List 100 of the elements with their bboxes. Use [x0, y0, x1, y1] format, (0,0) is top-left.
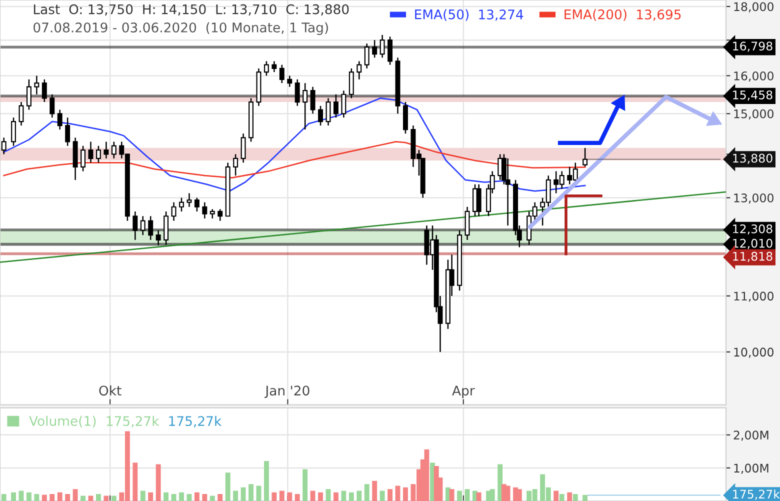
- candlestick: [156, 230, 161, 246]
- y-tick-label: 11,000: [734, 292, 774, 302]
- candlestick: [88, 141, 94, 164]
- candlestick: [65, 116, 70, 146]
- bar: [356, 490, 362, 501]
- bar: [88, 496, 94, 501]
- bar: [348, 492, 354, 501]
- bar: [490, 489, 495, 501]
- bar: [333, 492, 338, 501]
- candlestick: [402, 101, 408, 134]
- ref-line-label: 16,798: [733, 42, 772, 52]
- candlestick: [18, 101, 24, 126]
- annotation: 175,27k: [106, 416, 160, 428]
- bar: [11, 492, 16, 501]
- candlestick: [132, 210, 138, 241]
- candlestick: [476, 184, 482, 217]
- ref-line-label: 15,458: [733, 90, 772, 101]
- x-tick-label: Apr: [452, 386, 475, 398]
- candlestick: [341, 90, 346, 118]
- bar: [498, 464, 503, 501]
- bar: [559, 494, 564, 501]
- candlestick: [302, 82, 308, 130]
- candlestick: [287, 75, 292, 88]
- annotation: 175,27k: [733, 489, 780, 500]
- bar: [50, 494, 55, 501]
- y-tick-label: 15,000: [734, 109, 774, 120]
- candlestick: [104, 141, 109, 160]
- bar: [272, 492, 277, 501]
- bar: [164, 492, 169, 501]
- bar: [210, 496, 215, 501]
- bar: [140, 490, 146, 501]
- bar: [248, 484, 254, 501]
- y-tick-label: 16,000: [734, 71, 774, 82]
- ref-line-label: 11,818: [733, 252, 772, 262]
- bar: [225, 472, 230, 501]
- bar: [457, 490, 462, 501]
- candlestick: [57, 109, 62, 130]
- candlestick: [34, 75, 40, 96]
- candlestick: [233, 154, 238, 176]
- candlestick: [50, 94, 55, 118]
- bar: [364, 484, 370, 501]
- candlestick: [179, 197, 184, 212]
- legend-label: Volume(1): [29, 416, 96, 428]
- candlestick: [294, 78, 300, 106]
- bar: [148, 492, 154, 501]
- bar: [104, 496, 109, 501]
- bar: [287, 492, 292, 501]
- candlestick: [318, 105, 324, 126]
- bar: [57, 492, 62, 501]
- bar: [476, 492, 482, 501]
- candlestick: [582, 147, 588, 168]
- x-tick-label: Okt: [99, 385, 122, 396]
- bar: [380, 490, 385, 501]
- bar: [318, 492, 323, 501]
- bar: [572, 494, 578, 501]
- bar: [424, 449, 430, 501]
- bar: [341, 490, 346, 501]
- bar: [26, 492, 32, 501]
- candlestick: [164, 210, 169, 246]
- candlestick: [348, 68, 354, 99]
- bar: [449, 489, 454, 501]
- candlestick: [148, 216, 154, 241]
- bar: [582, 494, 588, 501]
- y-tick-label: 10,000: [734, 348, 774, 358]
- y-tick-label: 18,000: [734, 2, 774, 12]
- bar: [132, 462, 138, 501]
- legend-label: EMA(200): [564, 9, 626, 21]
- candlestick: [240, 132, 246, 164]
- candlestick: [356, 60, 362, 80]
- candlestick: [272, 60, 277, 73]
- y-tick-label: 13,000: [734, 193, 774, 204]
- candlestick: [171, 202, 176, 222]
- candlestick: [372, 39, 378, 58]
- bar: [186, 494, 192, 501]
- bar: [372, 480, 378, 501]
- candlestick: [310, 86, 316, 114]
- candlestick: [111, 141, 116, 160]
- candlestick: [202, 202, 208, 220]
- bar: [194, 492, 200, 501]
- bar: [240, 487, 246, 501]
- candlestick: [186, 192, 192, 208]
- bar: [464, 489, 470, 501]
- bar: [96, 494, 101, 501]
- text: 07.08.2019 - 03.06.2020 (10 Monate, 1 Tag): [34, 22, 328, 36]
- bar: [111, 496, 116, 501]
- candlestick: [388, 36, 393, 66]
- bar: [1, 494, 6, 501]
- bar: [34, 494, 40, 501]
- candlestick: [380, 34, 385, 58]
- candlestick: [210, 208, 215, 220]
- bar: [179, 492, 184, 501]
- bar: [80, 496, 86, 501]
- annotation: 13,695: [637, 9, 681, 21]
- candlestick: [505, 158, 510, 226]
- candlestick: [11, 116, 16, 146]
- bar: [264, 460, 269, 501]
- x-tick-label: Jan '20: [264, 386, 310, 398]
- bar: [388, 489, 393, 501]
- bar: [42, 494, 47, 501]
- bar: [302, 469, 308, 501]
